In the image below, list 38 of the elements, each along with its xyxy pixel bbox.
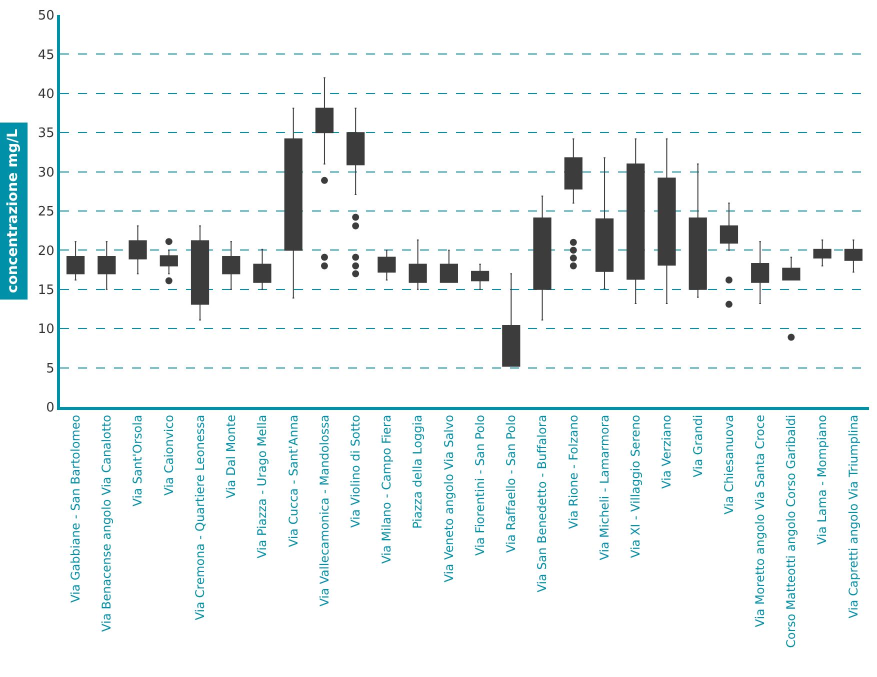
x-tick-label: Via Caionvico bbox=[162, 414, 176, 496]
x-tick-label: Via Verziano bbox=[660, 414, 674, 489]
x-tick-label: Via Vallecamonica - Mandolossa bbox=[317, 414, 332, 607]
x-tick-label: Via Micheli - Lamarmora bbox=[597, 414, 612, 560]
x-tick-label: Via Dal Monte bbox=[224, 414, 238, 498]
y-tick-label: 30 bbox=[38, 165, 54, 180]
x-tick-label: Via Fiorentini - San Polo bbox=[472, 414, 487, 556]
x-tick-label: Via Gabbiane - San Bartolomeo bbox=[68, 414, 82, 603]
y-axis-title: concentrazione mg/L bbox=[5, 128, 22, 294]
x-tick-label: Via Raffaello - San Polo bbox=[504, 414, 518, 553]
y-tick-label: 35 bbox=[38, 126, 54, 142]
x-tick-label: Via Cucca - Sant'Anna bbox=[286, 414, 300, 548]
x-tick-label: Via Chiesanuova bbox=[722, 414, 736, 515]
x-tick-label: Via Benacense angolo Via Canalotto bbox=[100, 414, 114, 632]
x-tick-label: Via Piazza - Urago Mella bbox=[255, 414, 270, 558]
x-tick-label: Via Capretti angolo Via Triumplina bbox=[846, 414, 860, 618]
x-tick-label: Via Rione - Folzano bbox=[566, 414, 580, 529]
y-tick-label: 50 bbox=[38, 8, 54, 24]
x-tick-label: Via Milano - Campo Fiera bbox=[380, 414, 394, 564]
x-tick-label: Via Veneto angolo Via Salvo bbox=[442, 414, 456, 582]
x-tick-label: Via Sant'Orsola bbox=[130, 414, 145, 506]
y-tick-label: 15 bbox=[38, 282, 54, 298]
y-tick-label: 25 bbox=[38, 204, 54, 220]
x-tick-label: Via XI - Villaggio Sereno bbox=[628, 414, 643, 558]
y-tick-label: 40 bbox=[38, 86, 54, 102]
x-tick-label: Via San Benedetto - Buffalora bbox=[535, 414, 550, 592]
y-tick-label: 10 bbox=[38, 322, 54, 338]
x-tick-label: Via Lama - Mompiano bbox=[815, 414, 830, 545]
x-tick-label: Via Violino di Sotto bbox=[348, 414, 362, 528]
x-tick-label: Via Moretto angolo Via Santa Croce bbox=[753, 414, 767, 628]
x-tick-label: Via Grandi bbox=[690, 414, 705, 478]
y-tick-label: 5 bbox=[46, 361, 54, 376]
y-tick-label: 20 bbox=[38, 244, 54, 259]
y-tick-label: 0 bbox=[46, 400, 54, 416]
x-tick-label: Piazza della Loggia bbox=[410, 414, 425, 529]
y-tick-label: 45 bbox=[38, 48, 54, 63]
x-tick-label: Corso Matteotti angolo Corso Garibaldi bbox=[784, 414, 798, 648]
x-tick-label: Via Cremona - Quartiere Leonessa bbox=[192, 414, 207, 620]
